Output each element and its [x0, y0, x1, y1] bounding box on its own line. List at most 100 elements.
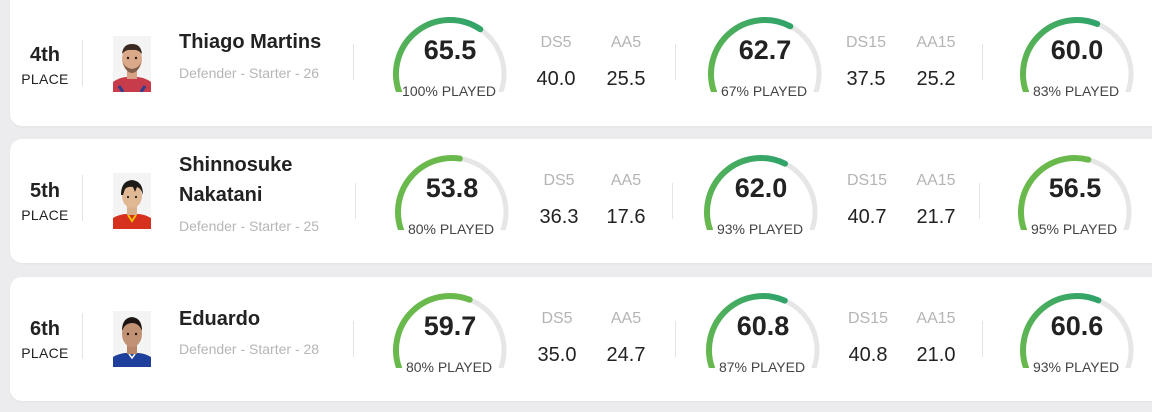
gauge-fill [1018, 155, 1092, 230]
stat-ds: DS15 40.7 [837, 171, 897, 229]
stat-label: DS5 [540, 34, 572, 51]
player-card[interactable]: 4th PLACE Thiago Martins Defender - Star… [10, 0, 1152, 126]
gauge-score: 62.7 [738, 35, 792, 65]
player-name[interactable]: Shinnosuke Nakatani [179, 154, 293, 206]
player-meta: Defender - Starter - 28 [179, 341, 320, 357]
gauge-fill [1020, 293, 1102, 368]
gauge-score: 59.7 [423, 311, 477, 341]
gauge-played: 67% PLAYED [720, 83, 808, 99]
stat-aa: AA15 21.7 [906, 171, 966, 229]
gauge-played: 83% PLAYED [1032, 83, 1120, 99]
gauge-arc [393, 293, 507, 368]
gauge-arc [1020, 17, 1134, 92]
divider [82, 40, 83, 86]
score-gauge: 59.7 80% PLAYED [387, 288, 517, 388]
gauge-played: 93% PLAYED [1032, 359, 1120, 375]
stat-aa: AA5 25.5 [596, 33, 656, 91]
rank-label: PLACE [21, 71, 69, 87]
score-gauge: 62.0 93% PLAYED [698, 150, 828, 250]
score-gauge: 56.5 95% PLAYED [1012, 150, 1142, 250]
stat-aa: AA15 21.0 [906, 309, 966, 367]
divider [355, 183, 356, 219]
gauge-fill [708, 17, 794, 92]
gauge-fill [393, 293, 473, 368]
stat-label: DS15 [847, 310, 889, 327]
player-card[interactable]: 5th PLACE Shinnosuke Nakatani Defender -… [10, 139, 1152, 263]
player-portrait-icon [113, 36, 151, 92]
gauge-arc [1018, 155, 1132, 230]
stat-value: 21.0 [916, 344, 956, 366]
stat-value: 35.0 [537, 344, 577, 366]
player-name[interactable]: Eduardo [179, 308, 261, 330]
gauge-score: 60.8 [736, 311, 790, 341]
stat-label: AA15 [916, 310, 956, 327]
player-portrait-icon [113, 311, 151, 367]
player-meta: Defender - Starter - 26 [179, 65, 320, 81]
player-card[interactable]: 6th PLACE Eduardo Defender - Starter - 2… [10, 277, 1152, 401]
gauge-arc [704, 155, 818, 230]
stat-label: AA5 [610, 310, 642, 327]
divider [82, 313, 83, 359]
divider [979, 183, 980, 219]
player-avatar[interactable] [113, 36, 151, 92]
stat-label: DS15 [845, 34, 887, 51]
gauge-fill [395, 155, 463, 230]
score-gauge: 65.5 100% PLAYED [387, 12, 517, 112]
stat-label: AA15 [916, 172, 956, 189]
gauge-score: 62.0 [734, 173, 788, 203]
gauge-arc [1020, 293, 1134, 368]
stat-aa: AA5 24.7 [596, 309, 656, 367]
player-avatar[interactable] [113, 311, 151, 367]
rank-number: 4th [30, 44, 60, 66]
gauge-fill [704, 155, 789, 230]
gauge-score: 60.6 [1050, 311, 1104, 341]
stat-value: 40.0 [536, 68, 576, 90]
rank-label: PLACE [21, 207, 69, 223]
player-avatar[interactable] [113, 173, 151, 229]
divider [675, 44, 676, 80]
gauge-fill [1020, 17, 1101, 92]
score-gauge: 53.8 80% PLAYED [389, 150, 519, 250]
stat-value: 17.6 [606, 206, 646, 228]
stat-value: 40.7 [847, 206, 887, 228]
gauge-played: 100% PLAYED [402, 83, 496, 99]
player-name[interactable]: Thiago Martins [179, 31, 322, 53]
divider [982, 44, 983, 80]
stat-value: 37.5 [846, 68, 886, 90]
stat-ds: DS5 36.3 [529, 171, 589, 229]
stat-value: 36.3 [539, 206, 579, 228]
divider [353, 44, 354, 80]
stat-value: 25.2 [916, 68, 956, 90]
stat-value: 25.5 [606, 68, 646, 90]
divider [82, 175, 83, 221]
gauge-played: 95% PLAYED [1030, 221, 1118, 237]
stat-ds: DS5 35.0 [527, 309, 587, 367]
score-gauge: 60.0 83% PLAYED [1014, 12, 1144, 112]
gauge-arc [706, 293, 820, 368]
gauge-score: 53.8 [425, 173, 479, 203]
rank-label: PLACE [21, 345, 69, 361]
gauge-score: 60.0 [1050, 35, 1104, 65]
score-gauge: 62.7 67% PLAYED [702, 12, 832, 112]
stat-label: DS5 [543, 172, 575, 189]
rank-block: 5th PLACE [10, 179, 80, 224]
gauge-played: 87% PLAYED [718, 359, 806, 375]
divider [675, 321, 676, 357]
rank-number: 6th [30, 318, 60, 340]
rank-block: 6th PLACE [10, 317, 80, 362]
stat-value: 24.7 [606, 344, 646, 366]
stat-ds: DS5 40.0 [526, 33, 586, 91]
rank-block: 4th PLACE [10, 43, 80, 88]
score-gauge: 60.8 87% PLAYED [700, 288, 830, 388]
gauge-score: 65.5 [423, 35, 477, 65]
stat-label: AA5 [610, 172, 642, 189]
gauge-played: 93% PLAYED [716, 221, 804, 237]
score-gauge: 60.6 93% PLAYED [1014, 288, 1144, 388]
stat-label: DS5 [541, 310, 573, 327]
divider [353, 321, 354, 357]
gauge-arc [393, 17, 507, 92]
stat-value: 21.7 [916, 206, 956, 228]
stat-label: AA15 [916, 34, 956, 51]
stat-ds: DS15 40.8 [838, 309, 898, 367]
